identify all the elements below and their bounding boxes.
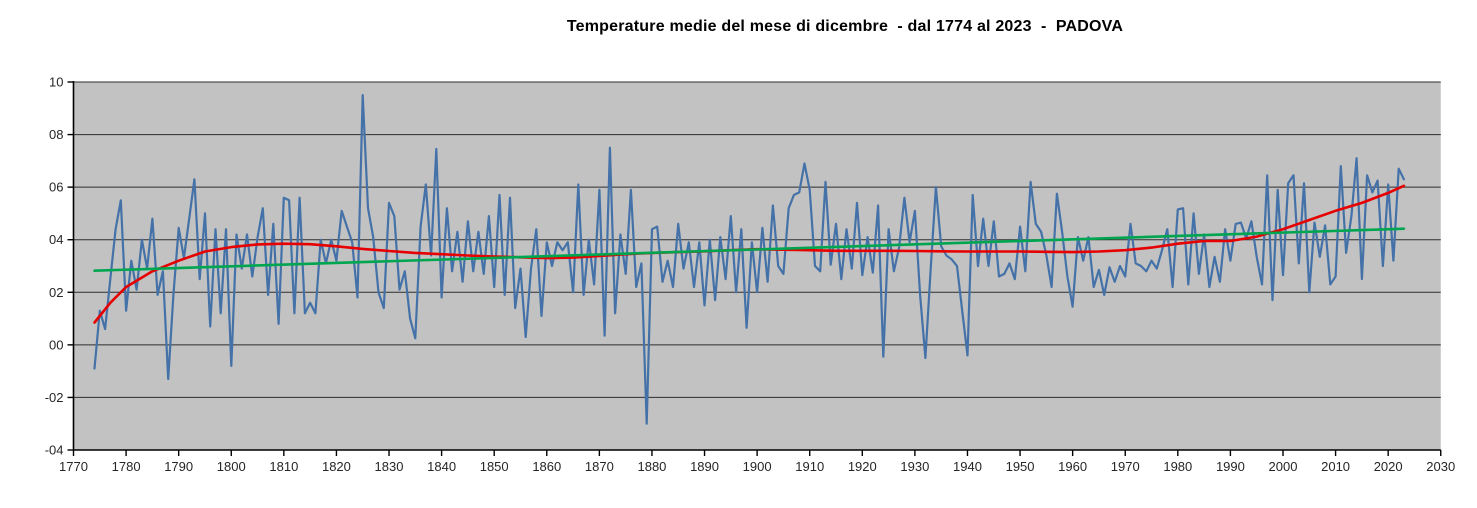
y-axis-label: -02 [45, 390, 64, 405]
x-axis-label: 1990 [1216, 459, 1245, 474]
series-december-mean-temperature [93, 93, 1406, 425]
y-axis-label: 02 [49, 285, 63, 300]
x-axis-label: 2030 [1426, 459, 1455, 474]
x-axis-label: 1960 [1058, 459, 1087, 474]
x-axis-label: 1880 [637, 459, 666, 474]
x-axis-label: 1850 [480, 459, 509, 474]
y-axis-label: 10 [49, 75, 63, 90]
x-axis-label: 1930 [900, 459, 929, 474]
y-axis-label: 08 [49, 127, 63, 142]
x-axis-label: 1780 [112, 459, 141, 474]
x-axis-label: 1790 [164, 459, 193, 474]
x-axis-label: 1970 [1111, 459, 1140, 474]
x-axis-label: 1770 [59, 459, 88, 474]
x-axis-label: 2000 [1269, 459, 1298, 474]
x-axis-label: 1900 [743, 459, 772, 474]
y-axis-label: -04 [45, 443, 64, 458]
chart-title: Temperature medie del mese di dicembre -… [566, 18, 1124, 35]
x-axis-label: 1840 [427, 459, 456, 474]
x-axis-label: 1800 [217, 459, 246, 474]
x-axis-label: 1820 [322, 459, 351, 474]
x-axis-label: 1920 [848, 459, 877, 474]
x-axis-label: 1910 [795, 459, 824, 474]
x-axis-label: 2010 [1321, 459, 1350, 474]
x-axis-label: 1860 [532, 459, 561, 474]
x-axis-label: 1810 [269, 459, 298, 474]
y-axis-label: 04 [49, 232, 63, 247]
y-axis-label: 00 [49, 337, 63, 352]
y-axis-label: 06 [49, 180, 63, 195]
series-linear-trend [93, 227, 1406, 273]
x-axis-label: 2020 [1374, 459, 1403, 474]
x-axis-label: 1870 [585, 459, 614, 474]
x-axis-label: 1980 [1163, 459, 1192, 474]
x-axis-label: 1950 [1006, 459, 1035, 474]
x-axis-label: 1830 [375, 459, 404, 474]
x-axis-label: 1940 [953, 459, 982, 474]
x-axis-label: 1890 [690, 459, 719, 474]
